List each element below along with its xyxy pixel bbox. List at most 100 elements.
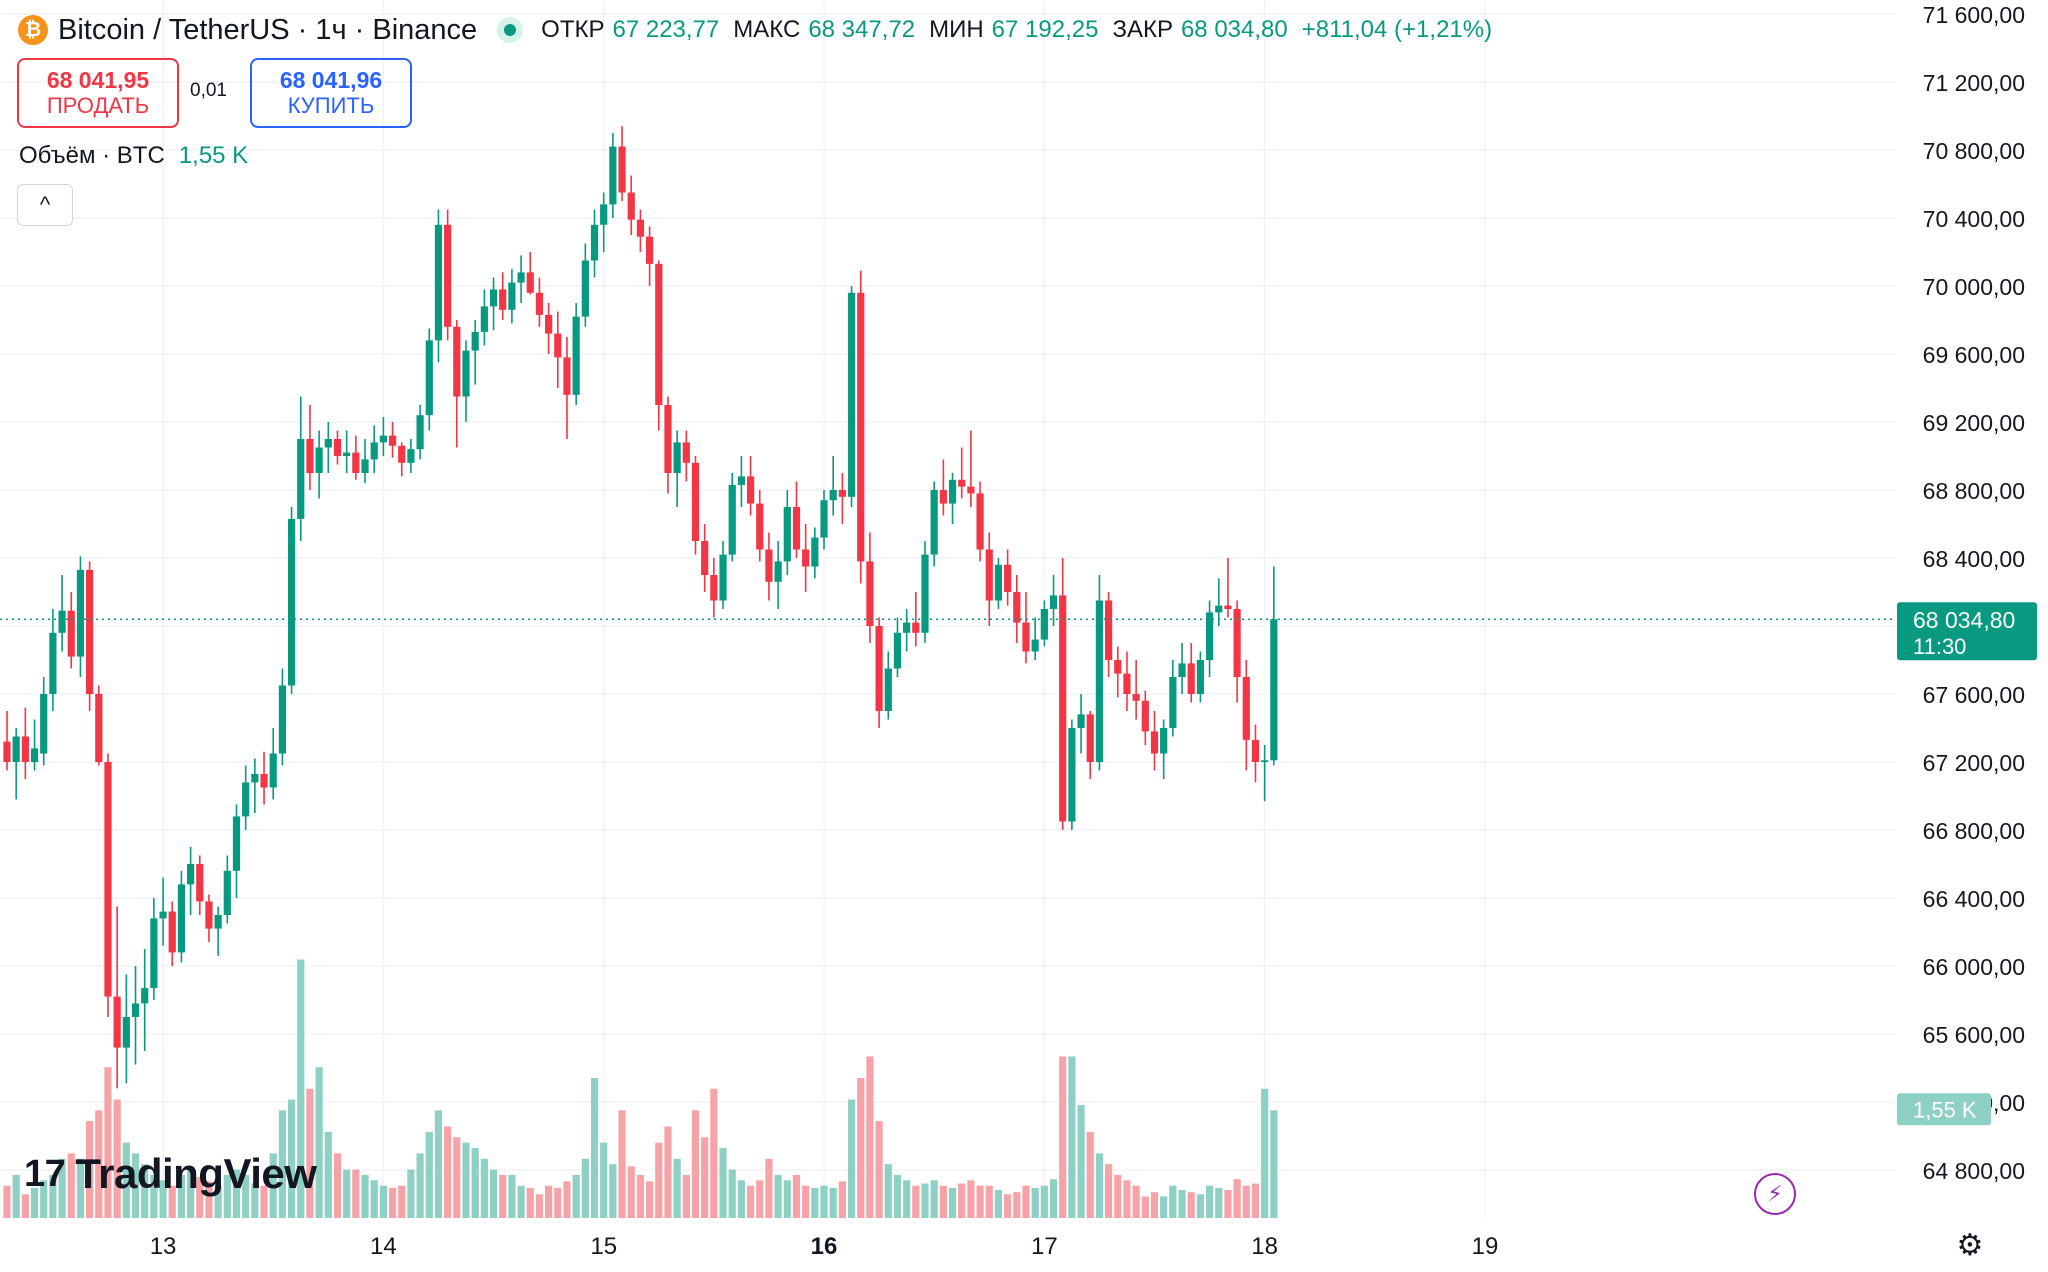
- price-tick-label: 69 600,00: [1923, 342, 2025, 368]
- price-tick-label: 65 600,00: [1923, 1022, 2025, 1048]
- candle: [315, 430, 323, 499]
- candle-body: [49, 632, 57, 694]
- volume-bar: [104, 1067, 112, 1218]
- candle-body: [792, 507, 801, 550]
- candle-body: [86, 569, 94, 694]
- candle: [875, 617, 883, 728]
- volume-bar: [847, 1099, 856, 1218]
- candle-body: [646, 236, 654, 264]
- candle: [884, 651, 892, 720]
- date-tick-label: 15: [590, 1233, 617, 1260]
- candle-body: [535, 292, 544, 315]
- candle: [95, 685, 103, 766]
- volume-bar: [416, 1153, 424, 1218]
- ohlc-legend: ОТКР 67 223,77 МАКС 68 347,72 МИН 67 192,25…: [541, 16, 1498, 44]
- candle: [287, 507, 296, 694]
- candle-body: [783, 507, 791, 562]
- candle: [1068, 719, 1076, 830]
- price-tick-label: 68 800,00: [1923, 478, 2025, 504]
- volume-bar: [86, 1121, 94, 1218]
- volume-bar: [930, 1180, 938, 1218]
- candle-body: [3, 741, 11, 762]
- candle-body: [1040, 609, 1048, 640]
- candle-body: [581, 260, 589, 317]
- candle: [122, 974, 130, 1084]
- candle: [1059, 558, 1067, 830]
- volume-bar: [67, 1153, 75, 1218]
- candle-body: [370, 442, 378, 460]
- candle: [3, 711, 11, 771]
- volume-bar: [884, 1164, 892, 1218]
- candle-body: [921, 554, 929, 633]
- volume-bar: [1233, 1179, 1241, 1218]
- candle-body: [609, 146, 617, 205]
- candle-body: [407, 449, 415, 463]
- volume-bar: [49, 1174, 57, 1218]
- candle-body: [1123, 673, 1131, 694]
- candle: [352, 435, 360, 480]
- close-label: ЗАКР: [1112, 16, 1173, 43]
- buy-button[interactable]: 68 041,96 КУПИТЬ: [250, 58, 412, 128]
- candle: [737, 456, 745, 507]
- price-tick-label: 67 200,00: [1923, 750, 2025, 776]
- volume-bar: [122, 1142, 130, 1218]
- volume-bar: [581, 1158, 589, 1218]
- candle-body: [1049, 595, 1058, 609]
- candle-body: [1031, 639, 1039, 652]
- volume-bar: [838, 1181, 846, 1218]
- candle: [1123, 651, 1131, 711]
- volume-bar: [150, 1174, 158, 1218]
- candle: [76, 556, 85, 677]
- volume-bar: [1004, 1194, 1012, 1218]
- collapse-legend-button[interactable]: ^: [17, 184, 73, 226]
- volume-bar: [370, 1180, 378, 1218]
- candle: [242, 765, 250, 830]
- candle-body: [232, 816, 241, 871]
- volume-legend[interactable]: Объём · BTC 1,55 K: [19, 142, 248, 170]
- volume-bar: [471, 1148, 479, 1218]
- candle: [774, 541, 782, 609]
- volume-bar: [976, 1185, 984, 1218]
- candle: [333, 430, 342, 465]
- volume-bar: [875, 1121, 883, 1218]
- candle: [1150, 711, 1159, 771]
- volume-bar: [1242, 1185, 1250, 1218]
- volume-bar: [829, 1187, 837, 1218]
- price-tick-label: 66 000,00: [1923, 954, 2025, 980]
- candle: [618, 126, 626, 201]
- candle: [1187, 643, 1195, 703]
- candle-body: [269, 753, 277, 788]
- candle: [627, 175, 635, 235]
- settings-icon[interactable]: ⚙: [1956, 1228, 1984, 1262]
- high-value: 68 347,72: [808, 16, 916, 43]
- candle: [67, 592, 75, 669]
- candle-body: [1215, 605, 1223, 613]
- volume-bar: [554, 1187, 562, 1218]
- volume-bar: [728, 1169, 736, 1218]
- tradingview-logo-icon: 17: [24, 1152, 66, 1195]
- volume-bar: [783, 1180, 791, 1218]
- symbol-title[interactable]: Bitcoin / TetherUS · 1ч · Binance: [58, 13, 478, 46]
- candle-body: [517, 272, 525, 283]
- candle-body: [691, 462, 700, 541]
- candle: [462, 340, 470, 422]
- candle: [159, 877, 167, 946]
- candle-body: [673, 442, 681, 473]
- volume-bar: [958, 1183, 966, 1218]
- volume-bar: [1251, 1183, 1260, 1218]
- volume-bar: [1196, 1194, 1204, 1218]
- candle-body: [655, 263, 663, 405]
- volume-bar: [572, 1174, 580, 1218]
- volume-bar: [242, 1174, 250, 1218]
- candle: [297, 396, 305, 541]
- candle-body: [278, 685, 286, 754]
- candle-body: [315, 447, 323, 473]
- candle: [269, 728, 277, 800]
- sell-button[interactable]: 68 041,95 ПРОДАТЬ: [17, 58, 179, 128]
- tradingview-logo[interactable]: 17 TradingView: [24, 1150, 317, 1198]
- volume-bar: [1178, 1190, 1186, 1218]
- volume-bar: [746, 1185, 755, 1218]
- lightning-icon[interactable]: ⚡: [1754, 1173, 1796, 1215]
